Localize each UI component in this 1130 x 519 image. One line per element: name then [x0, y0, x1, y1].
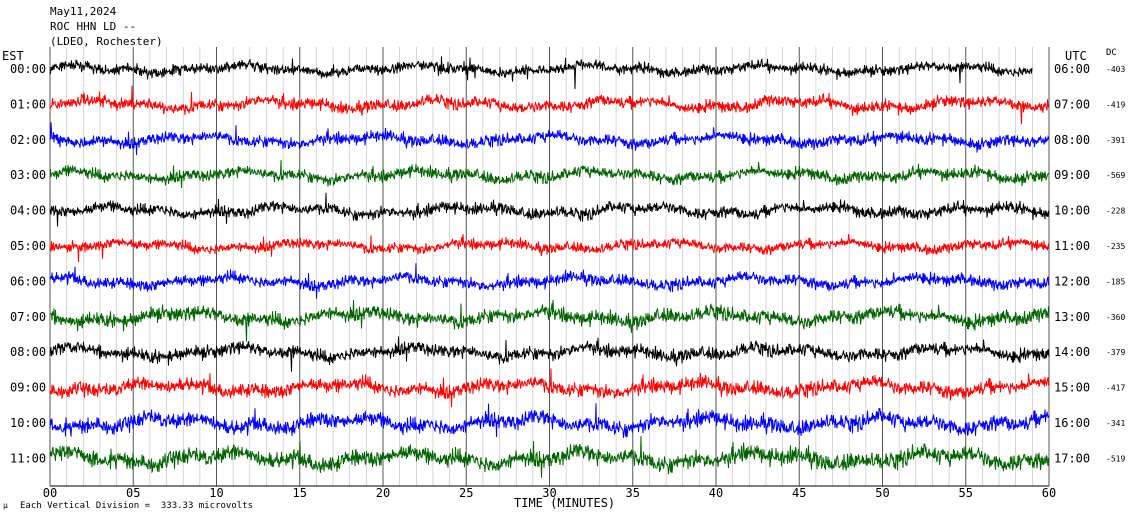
est-hour-label: 10:00 — [10, 416, 46, 430]
seismic-trace-1000 — [49, 403, 1050, 438]
utc-hour-label: 17:00 — [1054, 451, 1090, 465]
utc-zone-label: UTC — [1065, 49, 1087, 63]
chart-header: May11,2024 ROC HHN LD -- (LDEO, Rocheste… — [50, 4, 163, 49]
utc-hour-label: 12:00 — [1054, 274, 1090, 288]
dc-offset-label: -228 — [1106, 207, 1125, 216]
dc-offset-label: -569 — [1106, 171, 1125, 180]
utc-hour-label: 10:00 — [1054, 204, 1090, 218]
seismic-trace-0700 — [49, 299, 1050, 342]
est-hour-label: 06:00 — [10, 274, 46, 288]
est-hour-label: 03:00 — [10, 168, 46, 182]
x-tick-label: 15 — [293, 486, 307, 500]
date-label: May11,2024 — [50, 5, 117, 18]
dc-offset-label: -403 — [1106, 65, 1125, 74]
seismic-trace-1100 — [49, 436, 1050, 478]
x-tick-label: 10 — [209, 486, 223, 500]
row-labels: 00:00 06:00 -403 01:00 07:00 -419 02:00 08:00 -3… — [10, 62, 1125, 465]
x-tick-label: 40 — [709, 486, 723, 500]
x-tick-label: 20 — [376, 486, 390, 500]
x-tick-label: 25 — [459, 486, 473, 500]
utc-hour-label: 14:00 — [1054, 345, 1090, 359]
seismic-trace-0500 — [49, 234, 1050, 263]
dc-offset-label: -185 — [1106, 277, 1125, 286]
station-label: ROC HHN LD -- — [50, 20, 137, 33]
seismic-trace-0100 — [49, 85, 1050, 125]
est-zone-label: EST — [2, 49, 24, 63]
x-axis-label: TIME (MINUTES) — [514, 496, 616, 510]
seismic-trace-0000 — [49, 56, 1033, 90]
scale-footnote: Each Vertical Division = 333.33 microvol… — [20, 501, 253, 511]
dc-offset-label: -341 — [1106, 419, 1125, 428]
est-hour-label: 07:00 — [10, 310, 46, 324]
est-hour-label: 04:00 — [10, 204, 46, 218]
utc-hour-label: 08:00 — [1054, 133, 1090, 147]
est-hour-label: 11:00 — [10, 451, 46, 465]
est-hour-label: 01:00 — [10, 97, 46, 111]
dc-offset-label: -417 — [1106, 384, 1125, 393]
utc-hour-label: 09:00 — [1054, 168, 1090, 182]
est-hour-label: 08:00 — [10, 345, 46, 359]
x-tick-label: 00 — [43, 486, 57, 500]
est-hour-label: 00:00 — [10, 62, 46, 76]
est-hour-label: 02:00 — [10, 133, 46, 147]
utc-hour-label: 11:00 — [1054, 239, 1090, 253]
dc-offset-label: -419 — [1106, 100, 1125, 109]
x-tick-label: 55 — [959, 486, 973, 500]
utc-hour-label: 13:00 — [1054, 310, 1090, 324]
seismic-trace-0200 — [49, 122, 1050, 156]
microvolt-glyph: µ — [3, 501, 8, 510]
trace-group — [49, 56, 1050, 478]
x-tick-label: 30 — [542, 486, 556, 500]
network-label: (LDEO, Rochester) — [50, 35, 163, 48]
x-tick-label: 35 — [626, 486, 640, 500]
utc-hour-label: 16:00 — [1054, 416, 1090, 430]
dc-column-label: DC — [1106, 48, 1117, 58]
x-tick-label: 50 — [875, 486, 889, 500]
dc-offset-label: -235 — [1106, 242, 1125, 251]
utc-hour-label: 07:00 — [1054, 97, 1090, 111]
seismic-trace-0400 — [49, 192, 1050, 227]
est-hour-label: 09:00 — [10, 381, 46, 395]
x-tick-label: 45 — [792, 486, 806, 500]
seismic-trace-0300 — [49, 160, 1050, 189]
dc-offset-label: -379 — [1106, 348, 1125, 357]
dc-offset-label: -360 — [1106, 313, 1125, 322]
x-tick-label: 60 — [1042, 486, 1056, 500]
seismic-trace-0800 — [49, 336, 1050, 372]
x-axis: 00 05 10 15 20 25 30 35 40 45 50 55 60 — [43, 486, 1056, 500]
dc-offset-label: -391 — [1106, 136, 1125, 145]
dc-offset-label: -519 — [1106, 454, 1125, 463]
x-tick-label: 05 — [126, 486, 140, 500]
utc-hour-label: 06:00 — [1054, 62, 1090, 76]
seismic-trace-0900 — [49, 368, 1050, 408]
minute-grid — [49, 47, 1050, 487]
est-hour-label: 05:00 — [10, 239, 46, 253]
utc-hour-label: 15:00 — [1054, 381, 1090, 395]
seismic-trace-0600 — [49, 263, 1050, 299]
